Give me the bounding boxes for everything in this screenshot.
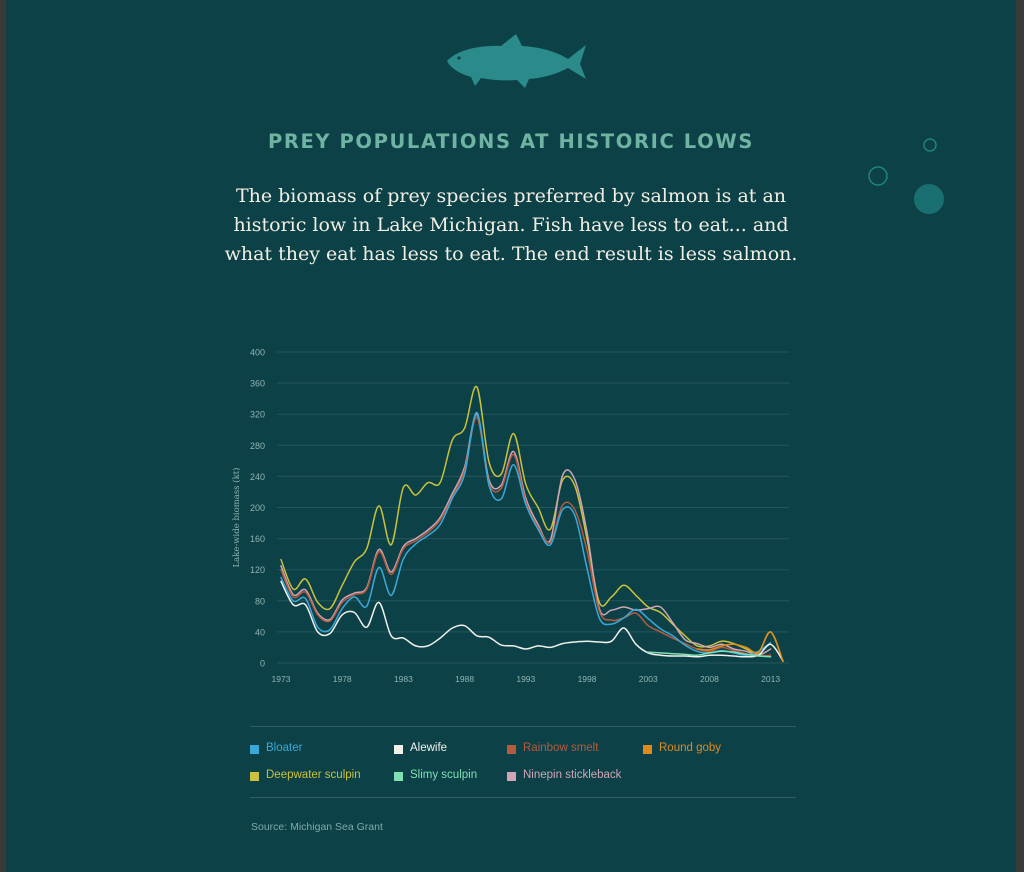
y-tick-label: 200 [250, 503, 265, 513]
y-tick-label: 280 [250, 441, 265, 451]
legend-swatch [394, 772, 403, 781]
x-tick-label: 1973 [272, 674, 291, 684]
x-tick-label: 2003 [639, 674, 658, 684]
x-tick-label: 1993 [516, 674, 535, 684]
y-tick-label: 0 [260, 659, 265, 669]
series-line-bloater [280, 411, 772, 656]
bubble-circles [868, 138, 944, 214]
y-tick-label: 240 [250, 472, 265, 482]
legend-label: Ninepin stickleback [523, 769, 622, 781]
x-tick-label: 1998 [578, 674, 597, 684]
series-line-alewife [280, 580, 784, 662]
legend-swatch [394, 745, 403, 754]
legend-swatch [250, 772, 259, 781]
x-tick-label: 1983 [394, 674, 413, 684]
page-title: PREY POPULATIONS AT HISTORIC LOWS [267, 130, 755, 153]
source-note: Source: Michigan Sea Grant [251, 821, 383, 833]
legend-swatch [507, 772, 516, 781]
x-tick-label: 2013 [761, 674, 780, 684]
infographic-panel: PREY POPULATIONS AT HISTORIC LOWS The bi… [6, 0, 1016, 872]
legend-swatch [250, 745, 259, 754]
series-line-ninepin-stickleback [280, 413, 772, 656]
y-tick-label: 400 [250, 348, 265, 358]
legend-swatch [643, 745, 652, 754]
series-line-deepwater-sculpin [280, 386, 784, 663]
y-tick-label: 160 [250, 534, 265, 544]
y-tick-label: 80 [255, 596, 265, 606]
y-tick-label: 360 [250, 379, 265, 389]
series-line-round-goby [696, 631, 784, 662]
legend-label: Bloater [266, 742, 303, 754]
y-tick-label: 40 [255, 627, 265, 637]
biomass-line-chart: 0 40 80 120 160 200 240 280 320 360 400 1973 1978 198… [231, 348, 789, 684]
legend-label: Alewife [410, 742, 448, 754]
legend-label: Rainbow smelt [523, 742, 599, 754]
legend-label: Slimy sculpin [410, 769, 478, 781]
chart-legend: Bloater Alewife Rainbow smelt Round goby… [250, 726, 796, 798]
y-axis-label: Lake-wide biomass (kt) [231, 468, 242, 568]
legend-swatch [507, 745, 516, 754]
x-tick-label: 1988 [455, 674, 474, 684]
intro-text: The biomass of prey species preferred by… [224, 185, 798, 265]
series-line-rainbow-smelt [280, 416, 772, 657]
x-tick-label: 2008 [700, 674, 719, 684]
salmon-fish-icon [447, 34, 586, 88]
x-tick-label: 1978 [333, 674, 352, 684]
series-line-slimy-sculpin [647, 650, 772, 658]
y-tick-label: 320 [250, 410, 265, 420]
y-tick-label: 120 [250, 565, 265, 575]
legend-label: Deepwater sculpin [266, 769, 361, 781]
legend-label: Round goby [659, 742, 722, 754]
